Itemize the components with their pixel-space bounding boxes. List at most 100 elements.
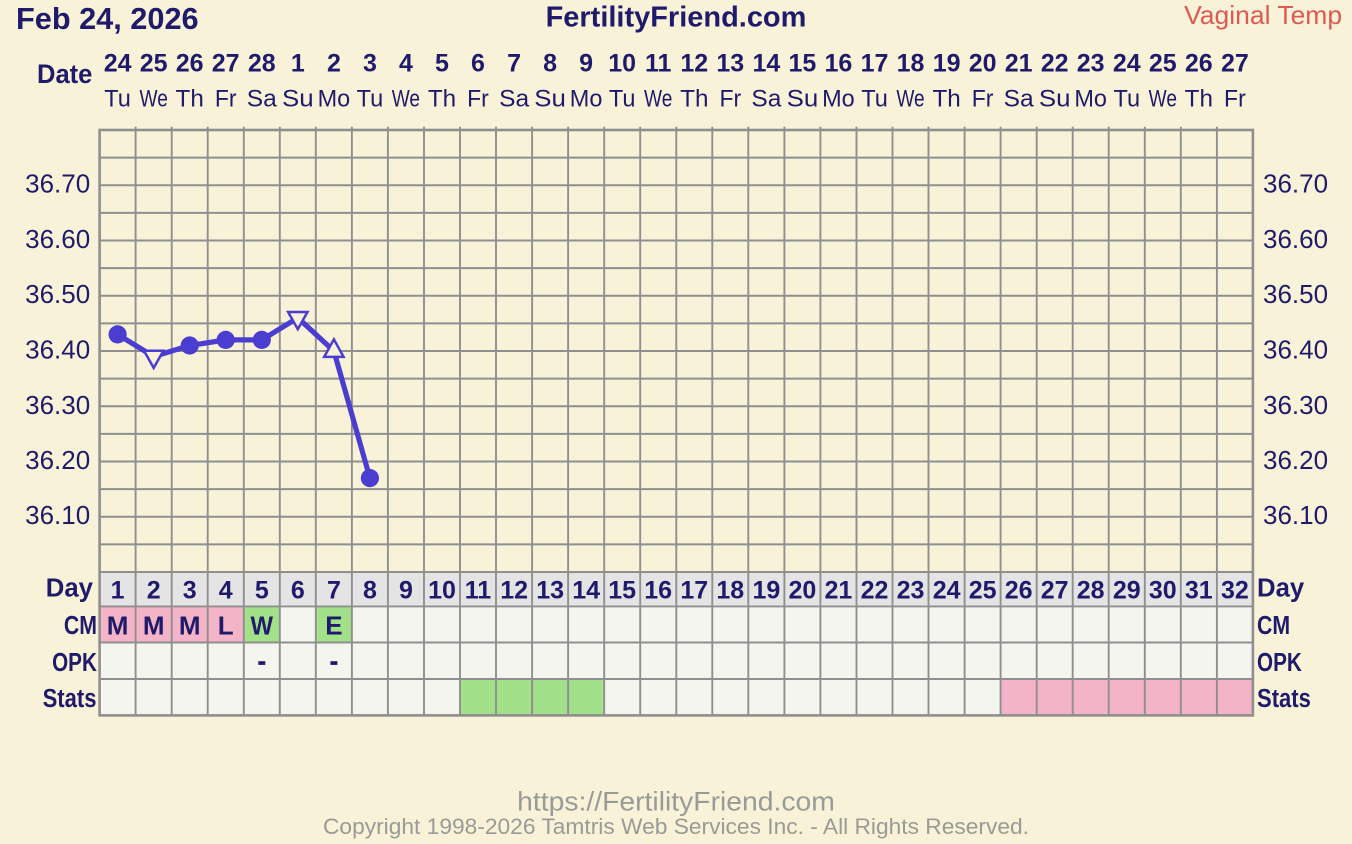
svg-text:CM: CM xyxy=(64,612,97,640)
svg-text:We: We xyxy=(140,86,168,113)
svg-text:3: 3 xyxy=(183,576,197,604)
svg-text:Tu: Tu xyxy=(104,86,131,113)
svg-text:FertilityFriend.com: FertilityFriend.com xyxy=(546,2,807,34)
svg-text:Tu: Tu xyxy=(861,86,888,113)
svg-text:10: 10 xyxy=(428,576,456,604)
svg-text:36.10: 36.10 xyxy=(1263,500,1328,530)
svg-text:Sa: Sa xyxy=(1004,86,1034,113)
svg-text:15: 15 xyxy=(788,50,816,78)
svg-text:24: 24 xyxy=(933,576,961,604)
svg-text:Th: Th xyxy=(932,86,960,113)
svg-text:Vaginal Temp: Vaginal Temp xyxy=(1184,0,1342,30)
svg-text:M: M xyxy=(143,610,165,640)
svg-text:28: 28 xyxy=(248,50,276,78)
svg-text:26: 26 xyxy=(176,50,204,78)
svg-text:2: 2 xyxy=(147,576,161,604)
svg-text:6: 6 xyxy=(471,50,485,78)
svg-text:12: 12 xyxy=(680,50,708,78)
svg-text:21: 21 xyxy=(824,576,852,604)
svg-text:Su: Su xyxy=(1039,86,1071,113)
svg-text:11: 11 xyxy=(465,576,492,604)
svg-text:Stats: Stats xyxy=(43,685,97,713)
svg-text:9: 9 xyxy=(579,50,593,78)
svg-text:26: 26 xyxy=(1185,50,1213,78)
svg-text:Mo: Mo xyxy=(822,86,855,113)
svg-text:Date: Date xyxy=(37,59,92,89)
svg-text:E: E xyxy=(325,610,342,640)
svg-text:Tu: Tu xyxy=(609,86,636,113)
svg-text:We: We xyxy=(1149,86,1177,113)
svg-text:29: 29 xyxy=(1113,576,1141,604)
svg-text:We: We xyxy=(644,86,672,113)
svg-text:4: 4 xyxy=(219,576,233,604)
svg-text:Th: Th xyxy=(1185,86,1213,113)
svg-text:36.50: 36.50 xyxy=(25,279,90,309)
svg-text:Th: Th xyxy=(428,86,456,113)
svg-text:36.30: 36.30 xyxy=(25,390,90,420)
svg-text:Tu: Tu xyxy=(357,86,384,113)
svg-text:Th: Th xyxy=(680,86,708,113)
svg-text:23: 23 xyxy=(897,576,925,604)
svg-text:8: 8 xyxy=(363,576,377,604)
svg-text:17: 17 xyxy=(680,576,708,604)
svg-text:OPK: OPK xyxy=(52,649,97,677)
svg-text:6: 6 xyxy=(291,576,305,604)
svg-text:Su: Su xyxy=(534,86,566,113)
svg-text:13: 13 xyxy=(716,50,744,78)
svg-text:36.70: 36.70 xyxy=(1263,169,1328,199)
svg-text:Feb 24, 2026: Feb 24, 2026 xyxy=(16,1,199,36)
svg-text:9: 9 xyxy=(399,576,413,604)
svg-text:7: 7 xyxy=(507,50,521,78)
svg-text:20: 20 xyxy=(969,50,997,78)
svg-text:17: 17 xyxy=(861,50,889,78)
svg-text:14: 14 xyxy=(752,50,780,78)
svg-text:13: 13 xyxy=(536,576,564,604)
svg-text:23: 23 xyxy=(1077,50,1105,78)
svg-text:Su: Su xyxy=(282,86,314,113)
svg-text:15: 15 xyxy=(608,576,636,604)
svg-text:2: 2 xyxy=(327,50,341,78)
svg-text:19: 19 xyxy=(752,576,780,604)
svg-text:36.30: 36.30 xyxy=(1263,390,1328,420)
svg-text:25: 25 xyxy=(1149,50,1177,78)
svg-text:24: 24 xyxy=(104,50,132,78)
svg-text:Copyright 1998-2026 Tamtris We: Copyright 1998-2026 Tamtris Web Services… xyxy=(323,814,1029,839)
svg-text:12: 12 xyxy=(500,576,528,604)
svg-text:20: 20 xyxy=(788,576,816,604)
svg-text:36.20: 36.20 xyxy=(1263,445,1328,475)
svg-text:36.20: 36.20 xyxy=(25,445,90,475)
svg-text:Su: Su xyxy=(787,86,819,113)
svg-text:8: 8 xyxy=(543,50,557,78)
svg-text:36.40: 36.40 xyxy=(25,335,90,365)
svg-text:Tu: Tu xyxy=(1114,86,1141,113)
svg-text:27: 27 xyxy=(212,50,240,78)
svg-text:4: 4 xyxy=(399,50,413,78)
svg-text:W: W xyxy=(251,610,274,640)
svg-text:36.70: 36.70 xyxy=(25,169,90,199)
svg-text:18: 18 xyxy=(716,576,744,604)
svg-text:18: 18 xyxy=(897,50,925,78)
svg-text:1: 1 xyxy=(111,576,125,604)
svg-text:36.50: 36.50 xyxy=(1263,279,1328,309)
svg-text:Mo: Mo xyxy=(318,86,351,113)
svg-text:27: 27 xyxy=(1041,576,1069,604)
svg-text:24: 24 xyxy=(1113,50,1141,78)
svg-text:Fr: Fr xyxy=(719,86,741,113)
svg-text:https://FertilityFriend.com: https://FertilityFriend.com xyxy=(517,787,835,817)
svg-text:Fr: Fr xyxy=(1224,86,1246,113)
svg-text:14: 14 xyxy=(572,576,600,604)
svg-text:27: 27 xyxy=(1221,50,1249,78)
svg-text:30: 30 xyxy=(1149,576,1177,604)
svg-text:36.60: 36.60 xyxy=(25,224,90,254)
svg-text:16: 16 xyxy=(824,50,852,78)
svg-text:25: 25 xyxy=(140,50,168,78)
svg-text:Fr: Fr xyxy=(467,86,489,113)
svg-text:Fr: Fr xyxy=(215,86,237,113)
svg-text:32: 32 xyxy=(1221,576,1249,604)
svg-text:31: 31 xyxy=(1185,576,1213,604)
svg-text:5: 5 xyxy=(255,576,269,604)
svg-text:5: 5 xyxy=(435,50,449,78)
svg-text:Th: Th xyxy=(176,86,204,113)
svg-text:OPK: OPK xyxy=(1257,649,1302,677)
svg-text:We: We xyxy=(896,86,924,113)
